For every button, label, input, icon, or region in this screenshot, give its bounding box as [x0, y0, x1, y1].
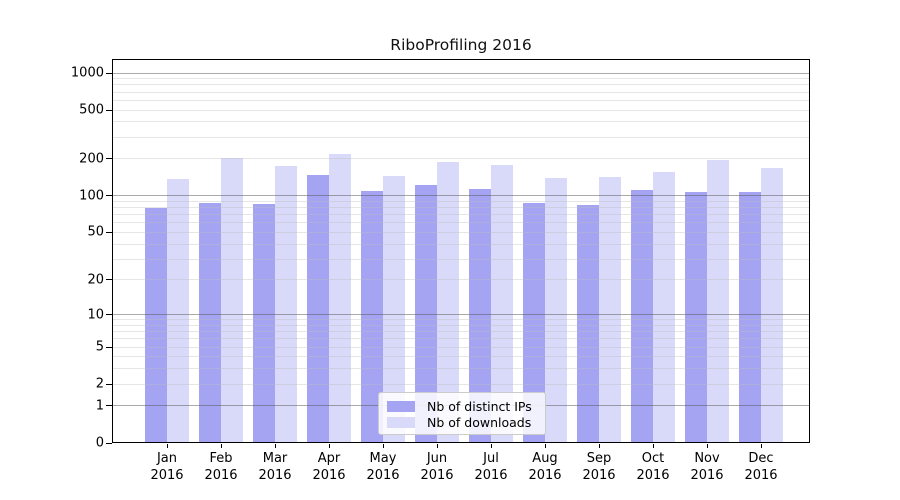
- y-tick-mark: [106, 231, 112, 233]
- bar-distinct-ips-jul: [469, 188, 491, 443]
- x-tick-year: 2016: [636, 468, 670, 483]
- x-tick-mark: [436, 444, 438, 448]
- bar-downloads-mar: [275, 165, 297, 443]
- bar-distinct-ips-apr: [307, 175, 329, 443]
- legend-label: Nb of downloads: [427, 414, 532, 430]
- y-tick-mark: [106, 405, 112, 407]
- x-tick-label: Nov 2016: [677, 450, 737, 484]
- x-tick-year: 2016: [474, 468, 508, 483]
- x-tick-label: Sep 2016: [569, 450, 629, 484]
- y-tick-mark: [106, 346, 112, 348]
- downloads-swatch: [387, 416, 415, 428]
- bar-downloads-sep: [599, 177, 621, 443]
- y-tick-label: 50: [87, 224, 104, 240]
- y-tick-label: 5: [95, 339, 104, 355]
- bar-distinct-ips-dec: [739, 192, 761, 443]
- x-tick-label: Aug 2016: [515, 450, 575, 484]
- x-tick-year: 2016: [690, 468, 724, 483]
- x-tick-label: Mar 2016: [245, 450, 305, 484]
- x-tick-mark: [274, 444, 276, 448]
- y-tick-mark: [106, 383, 112, 385]
- x-tick-year: 2016: [366, 468, 400, 483]
- x-tick-label: Feb 2016: [191, 450, 251, 484]
- bar-downloads-may: [383, 175, 405, 443]
- bar-downloads-aug: [545, 178, 567, 443]
- x-tick-label: Jan 2016: [137, 450, 197, 484]
- bar-downloads-nov: [707, 160, 729, 443]
- y-tick-label: 2: [95, 376, 104, 392]
- legend-item-downloads: Nb of downloads: [387, 414, 537, 430]
- x-tick-mark: [328, 444, 330, 448]
- x-tick-year: 2016: [150, 468, 184, 483]
- x-tick-year: 2016: [312, 468, 346, 483]
- bar-downloads-feb: [221, 158, 243, 443]
- distinct-ips-swatch: [387, 400, 415, 412]
- x-tick-year: 2016: [582, 468, 616, 483]
- y-tick-label: 1: [95, 398, 104, 414]
- x-tick-mark: [652, 444, 654, 448]
- x-tick-mark: [490, 444, 492, 448]
- y-tick-mark: [106, 195, 112, 197]
- y-tick-label: 500: [79, 102, 104, 118]
- x-tick-label: Jun 2016: [407, 450, 467, 484]
- bar-downloads-apr: [329, 154, 351, 443]
- bar-distinct-ips-nov: [685, 192, 707, 443]
- x-tick-year: 2016: [258, 468, 292, 483]
- chart-title: RiboProfiling 2016: [390, 36, 532, 54]
- bar-distinct-ips-feb: [199, 203, 221, 443]
- x-tick-year: 2016: [420, 468, 454, 483]
- bar-distinct-ips-mar: [253, 203, 275, 443]
- bar-distinct-ips-may: [361, 191, 383, 443]
- bar-distinct-ips-sep: [577, 205, 599, 443]
- x-tick-mark: [382, 444, 384, 448]
- y-tick-mark: [106, 109, 112, 111]
- y-tick-mark: [106, 72, 112, 74]
- bar-distinct-ips-aug: [523, 203, 545, 443]
- x-tick-mark: [598, 444, 600, 448]
- x-tick-label: Oct 2016: [623, 450, 683, 484]
- bars-layer: [112, 59, 810, 443]
- y-tick-label: 200: [79, 151, 104, 167]
- x-tick-year: 2016: [204, 468, 238, 483]
- x-tick-label: Dec 2016: [731, 450, 791, 484]
- plot-area: [112, 59, 810, 443]
- y-tick-label: 1000: [70, 65, 104, 81]
- y-tick-label: 100: [79, 188, 104, 204]
- bar-distinct-ips-jan: [145, 207, 167, 443]
- x-tick-year: 2016: [744, 468, 778, 483]
- bar-distinct-ips-oct: [631, 190, 653, 443]
- legend-item-distinct-ips: Nb of distinct IPs: [387, 398, 537, 414]
- bar-downloads-jun: [437, 162, 459, 443]
- y-tick-label: 20: [87, 272, 104, 288]
- x-tick-label: Apr 2016: [299, 450, 359, 484]
- bar-downloads-oct: [653, 171, 675, 443]
- x-tick-mark: [544, 444, 546, 448]
- y-tick-label: 0: [95, 435, 104, 451]
- legend: Nb of distinct IPs Nb of downloads: [378, 392, 546, 435]
- y-tick-mark: [106, 158, 112, 160]
- bar-downloads-jan: [167, 178, 189, 443]
- bar-downloads-jul: [491, 164, 513, 443]
- y-tick-mark: [106, 314, 112, 316]
- legend-label: Nb of distinct IPs: [427, 398, 532, 414]
- x-tick-mark: [760, 444, 762, 448]
- y-tick-label: 10: [87, 307, 104, 323]
- x-tick-label: May 2016: [353, 450, 413, 484]
- x-tick-mark: [706, 444, 708, 448]
- y-tick-mark: [106, 279, 112, 281]
- x-tick-label: Jul 2016: [461, 450, 521, 484]
- x-tick-mark: [166, 444, 168, 448]
- bar-downloads-dec: [761, 168, 783, 443]
- y-tick-mark: [106, 442, 112, 444]
- x-tick-mark: [220, 444, 222, 448]
- x-tick-year: 2016: [528, 468, 562, 483]
